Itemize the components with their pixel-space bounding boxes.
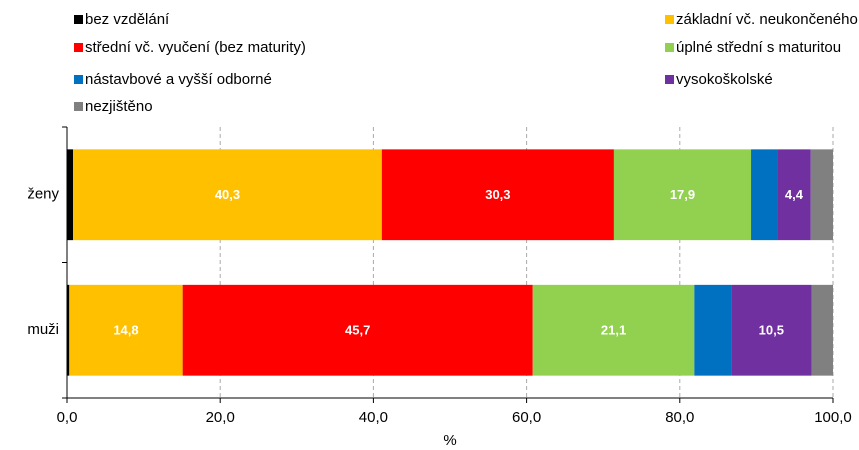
x-tick-label: 40,0 [359,409,388,426]
data-label: 40,3 [215,187,240,202]
bar-segment [182,284,533,376]
legend-label: nástavbové a vyšší odborné [85,71,272,88]
legend-swatch [74,102,83,111]
bar-segment [613,149,752,241]
x-axis-label: % [443,432,456,449]
data-label: 45,7 [345,323,370,338]
x-tick-label: 100,0 [814,409,852,426]
legend-swatch [74,15,83,24]
legend-label: základní vč. neukončeného [676,11,858,28]
bar-segment [777,149,811,241]
x-tick-label: 0,0 [57,409,78,426]
bar-segment [810,149,833,241]
x-tick-label: 80,0 [665,409,694,426]
legend-label: vysokoškolské [676,71,773,88]
data-label: 14,8 [113,323,138,338]
y-tick-label: ženy [27,186,59,203]
bar-segment [811,284,833,376]
legend-label: bez vzdělání [85,11,170,28]
bar-segment [67,284,70,376]
legend-swatch [74,75,83,84]
legend-swatch [665,15,674,24]
y-tick-label: muži [27,321,59,338]
legend-swatch [74,43,83,52]
x-tick-label: 20,0 [206,409,235,426]
x-tick-label: 60,0 [512,409,541,426]
legend-label: úplné střední s maturitou [676,39,841,56]
data-label: 30,3 [485,187,510,202]
data-label: 10,5 [759,323,784,338]
data-label: 21,1 [601,323,626,338]
legend-label: nezjištěno [85,98,153,115]
bar-segment [381,149,614,241]
legend-swatch [665,43,674,52]
bar-segment [694,284,732,376]
bar-segment [67,149,74,241]
legend-swatch [665,75,674,84]
bar-segment [69,284,183,376]
data-label: 4,4 [785,187,804,202]
data-label: 17,9 [670,187,695,202]
bar-segment [532,284,695,376]
bar-segment [751,149,778,241]
legend-label: střední vč. vyučení (bez maturity) [85,39,306,56]
bar-segment [73,149,382,241]
bar-segment [731,284,812,376]
